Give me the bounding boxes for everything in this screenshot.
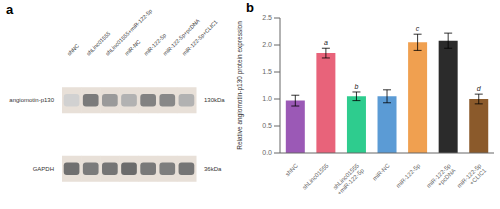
svg-text:1.5: 1.5: [262, 68, 272, 75]
svg-text:2.0: 2.0: [262, 41, 272, 48]
html-text:b: b: [246, 0, 254, 15]
svg-text:shLinc01555+miR-122-5p: shLinc01555+miR-122-5p: [104, 7, 154, 57]
svg-text:miR-122-5p+pcDNA: miR-122-5p+pcDNA: [425, 162, 457, 194]
html-text:a: a: [6, 2, 14, 17]
svg-text:miR-122-5p+CLIC1: miR-122-5p+CLIC1: [181, 19, 219, 57]
svg-text:miR-122-5p+pcDNA: miR-122-5p+pcDNA: [161, 17, 201, 57]
svg-text:1.0: 1.0: [262, 95, 272, 102]
svg-text:shNC: shNC: [66, 43, 80, 57]
svg-text:miR-NC: miR-NC: [123, 39, 141, 57]
svg-text:c: c: [416, 25, 420, 32]
svg-text:shLinc01555: shLinc01555: [301, 162, 330, 191]
svg-text:shNC: shNC: [284, 162, 299, 177]
svg-text:a: a: [324, 39, 328, 46]
svg-text:miR-122-5p: miR-122-5p: [142, 32, 168, 57]
svg-text:miR-NC: miR-NC: [371, 162, 391, 182]
svg-text:miR-122-5p+CLIC1: miR-122-5p+CLIC1: [456, 162, 488, 194]
svg-text:0.5: 0.5: [262, 122, 272, 129]
svg-text:0.0: 0.0: [262, 149, 272, 156]
svg-text:2.5: 2.5: [262, 14, 272, 21]
svg-text:d: d: [477, 85, 482, 92]
svg-text:36kDa: 36kDa: [204, 166, 222, 172]
svg-text:angiomotin-p130: angiomotin-p130: [9, 97, 54, 103]
svg-text:shLinc01555+miR-122-5p: shLinc01555+miR-122-5p: [331, 162, 365, 196]
svg-text:b: b: [354, 83, 358, 90]
svg-text:GAPDH: GAPDH: [33, 166, 54, 172]
svg-text:shLinc01555: shLinc01555: [85, 30, 112, 57]
svg-text:Relative angiomotin-p130 prote: Relative angiomotin-p130 protein express…: [236, 21, 244, 150]
svg-text:130kDa: 130kDa: [204, 97, 225, 103]
svg-text:miR-122-5p: miR-122-5p: [395, 162, 422, 189]
